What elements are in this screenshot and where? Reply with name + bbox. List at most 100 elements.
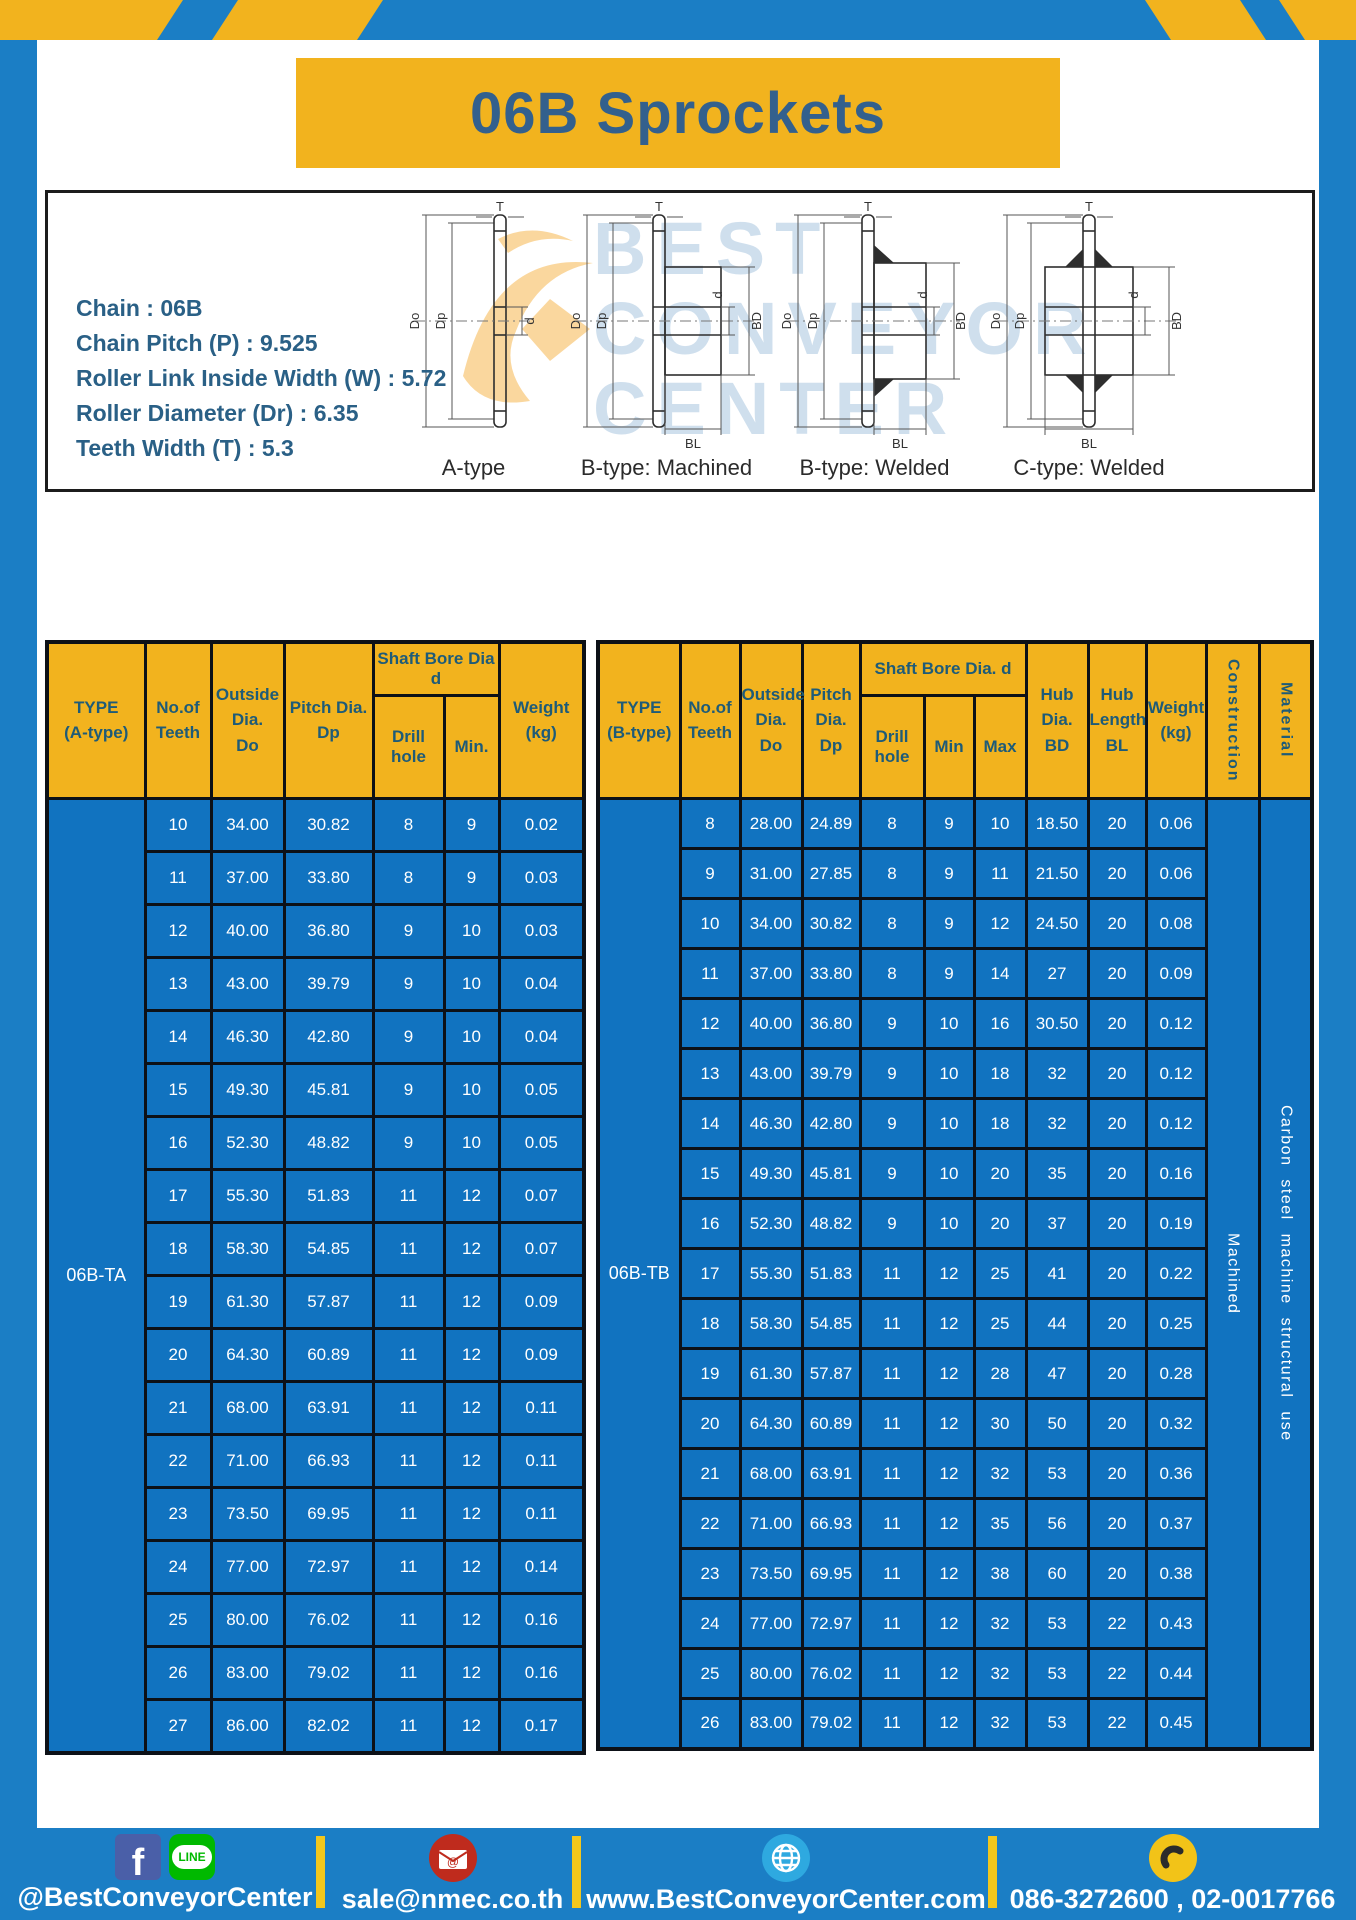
table-cell: 9 <box>922 947 976 1000</box>
table-cell: 47 <box>1024 1347 1090 1400</box>
table-cell: 50 <box>1024 1397 1090 1450</box>
contact-footer: f LINE @BestConveyorCenter @ sale@nmec.c… <box>0 1828 1356 1920</box>
type-group-cell: 06B-TB <box>596 797 682 1750</box>
table-cell: 12 <box>442 1168 501 1224</box>
table-cell: 53 <box>1024 1647 1090 1700</box>
table-cell: 19 <box>678 1347 742 1400</box>
table-cell: 0.43 <box>1144 1597 1208 1650</box>
table-row: 17 55.30 51.83 11 12 0.07 <box>47 1168 586 1224</box>
phone-section: 086-3272600 , 02-0017766 <box>1005 1834 1340 1915</box>
table-cell: 11 <box>371 1274 446 1330</box>
table-cell: 11 <box>858 1547 926 1600</box>
website-section: www.BestConveyorCenter.com <box>586 1834 986 1915</box>
footer-divider <box>988 1836 997 1908</box>
table-cell: 9 <box>371 1009 446 1065</box>
table-cell: 12 <box>922 1647 976 1700</box>
table-cell: 9 <box>442 797 501 853</box>
table-cell: 40.00 <box>738 997 804 1050</box>
table-cell: 0.05 <box>497 1115 586 1171</box>
table-cell: 18.50 <box>1024 797 1090 850</box>
table-cell: 11 <box>371 1539 446 1595</box>
col-header-outside-dia: Outside Dia. Do <box>209 640 286 800</box>
table-cell: 22 <box>678 1497 742 1550</box>
table-cell: 12 <box>922 1347 976 1400</box>
table-cell: 11 <box>858 1347 926 1400</box>
table-cell: 9 <box>371 956 446 1012</box>
col-header-pitch-dia: Pitch Dia. Dp <box>282 640 375 800</box>
table-cell: 71.00 <box>209 1433 286 1489</box>
table-cell: 0.38 <box>1144 1547 1208 1600</box>
table-cell: 0.25 <box>1144 1297 1208 1350</box>
col-header-hub-dia: Hub Dia. BD <box>1024 640 1090 800</box>
table-cell: 32 <box>972 1597 1028 1650</box>
table-cell: 11 <box>371 1698 446 1754</box>
table-cell: 37 <box>1024 1197 1090 1250</box>
table-cell: 30.82 <box>282 797 375 853</box>
table-cell: 20 <box>1086 1297 1148 1350</box>
table-cell: 35 <box>1024 1147 1090 1200</box>
table-cell: 27 <box>1024 947 1090 1000</box>
table-row: 06B-TA 10 34.00 30.82 8 9 0.02 <box>45 797 586 1754</box>
table-row: 13 43.00 39.79 9 10 0.04 <box>47 956 586 1012</box>
spec-line-roller-width: Roller Link Inside Width (W) : 5.72 <box>76 365 447 391</box>
table-cell: 76.02 <box>800 1647 862 1700</box>
table-cell: 32 <box>972 1647 1028 1700</box>
sprocket-diagrams: T Do Dp d A-type <box>406 201 1189 481</box>
page-title: 06B Sprockets <box>470 80 886 146</box>
diagram-label: C-type: Welded <box>1013 455 1165 480</box>
table-cell: 9 <box>922 847 976 900</box>
table-cell: 10 <box>922 1097 976 1150</box>
table-cell: 33.80 <box>282 850 375 906</box>
table-cell: 12 <box>442 1698 501 1754</box>
table-cell: 20 <box>1086 1197 1148 1250</box>
table-cell: 79.02 <box>282 1645 375 1701</box>
table-cell: 0.16 <box>497 1592 586 1648</box>
table-row: 24 77.00 72.97 11 12 0.14 <box>47 1539 586 1595</box>
table-cell: 10 <box>678 897 742 950</box>
table-cell: 8 <box>858 897 926 950</box>
table-cell: 58.30 <box>738 1297 804 1350</box>
table-cell: 36.80 <box>800 997 862 1050</box>
diagram-a-type: T Do Dp d A-type <box>406 201 541 481</box>
table-cell: 20 <box>1086 897 1148 950</box>
table-cell: 9 <box>858 997 926 1050</box>
diagram-label: B-type: Welded <box>799 455 950 480</box>
table-cell: 27.85 <box>800 847 862 900</box>
spec-line-chain: Chain : 06B <box>76 295 203 321</box>
col-header-outside-dia: Outside Dia. Do <box>738 640 805 800</box>
table-cell: 8 <box>858 847 926 900</box>
table-cell: 20 <box>972 1147 1028 1200</box>
table-row: 23 73.50 69.95 11 12 0.11 <box>47 1486 586 1542</box>
table-row: 20 64.30 60.89 11 12 0.09 <box>47 1327 586 1383</box>
table-row: 19 61.30 57.87 11 12 0.09 <box>47 1274 586 1330</box>
table-cell: 18 <box>972 1097 1028 1150</box>
table-cell: 58.30 <box>209 1221 286 1277</box>
table-cell: 49.30 <box>738 1147 804 1200</box>
table-cell: 53 <box>1024 1697 1090 1750</box>
table-cell: 0.12 <box>1144 1097 1208 1150</box>
col-header-type: TYPE (B-type) <box>596 640 682 800</box>
table-row: 13 43.00 39.79 9 10 18 32 20 0.12 <box>598 1047 1312 1100</box>
table-cell: 72.97 <box>282 1539 375 1595</box>
col-header-shaft-bore: Shaft Bore Dia. d <box>858 640 1028 697</box>
table-row: 17 55.30 51.83 11 12 25 41 20 0.22 <box>598 1247 1312 1300</box>
col-header-construction: Construction <box>1204 640 1261 800</box>
table-row: 26 83.00 79.02 11 12 0.16 <box>47 1645 586 1701</box>
table-cell: 0.32 <box>1144 1397 1208 1450</box>
table-cell: 11 <box>972 847 1028 900</box>
table-cell: 12 <box>922 1397 976 1450</box>
table-row: 12 40.00 36.80 9 10 0.03 <box>47 903 586 959</box>
table-cell: 10 <box>143 797 213 853</box>
table-cell: 20 <box>1086 1347 1148 1400</box>
table-cell: 16 <box>972 997 1028 1050</box>
table-cell: 11 <box>371 1645 446 1701</box>
table-cell: 20 <box>1086 1547 1148 1600</box>
table-cell: 12 <box>678 997 742 1050</box>
table-cell: 16 <box>678 1197 742 1250</box>
table-cell: 11 <box>371 1380 446 1436</box>
table-cell: 0.03 <box>497 903 586 959</box>
table-row: 06B-TB 8 28.00 24.89 8 9 10 18.50 20 0.06 Machined… <box>596 797 1314 1750</box>
table-cell: 73.50 <box>209 1486 286 1542</box>
dim-label-bl: BL <box>1081 436 1097 451</box>
table-cell: 52.30 <box>738 1197 804 1250</box>
